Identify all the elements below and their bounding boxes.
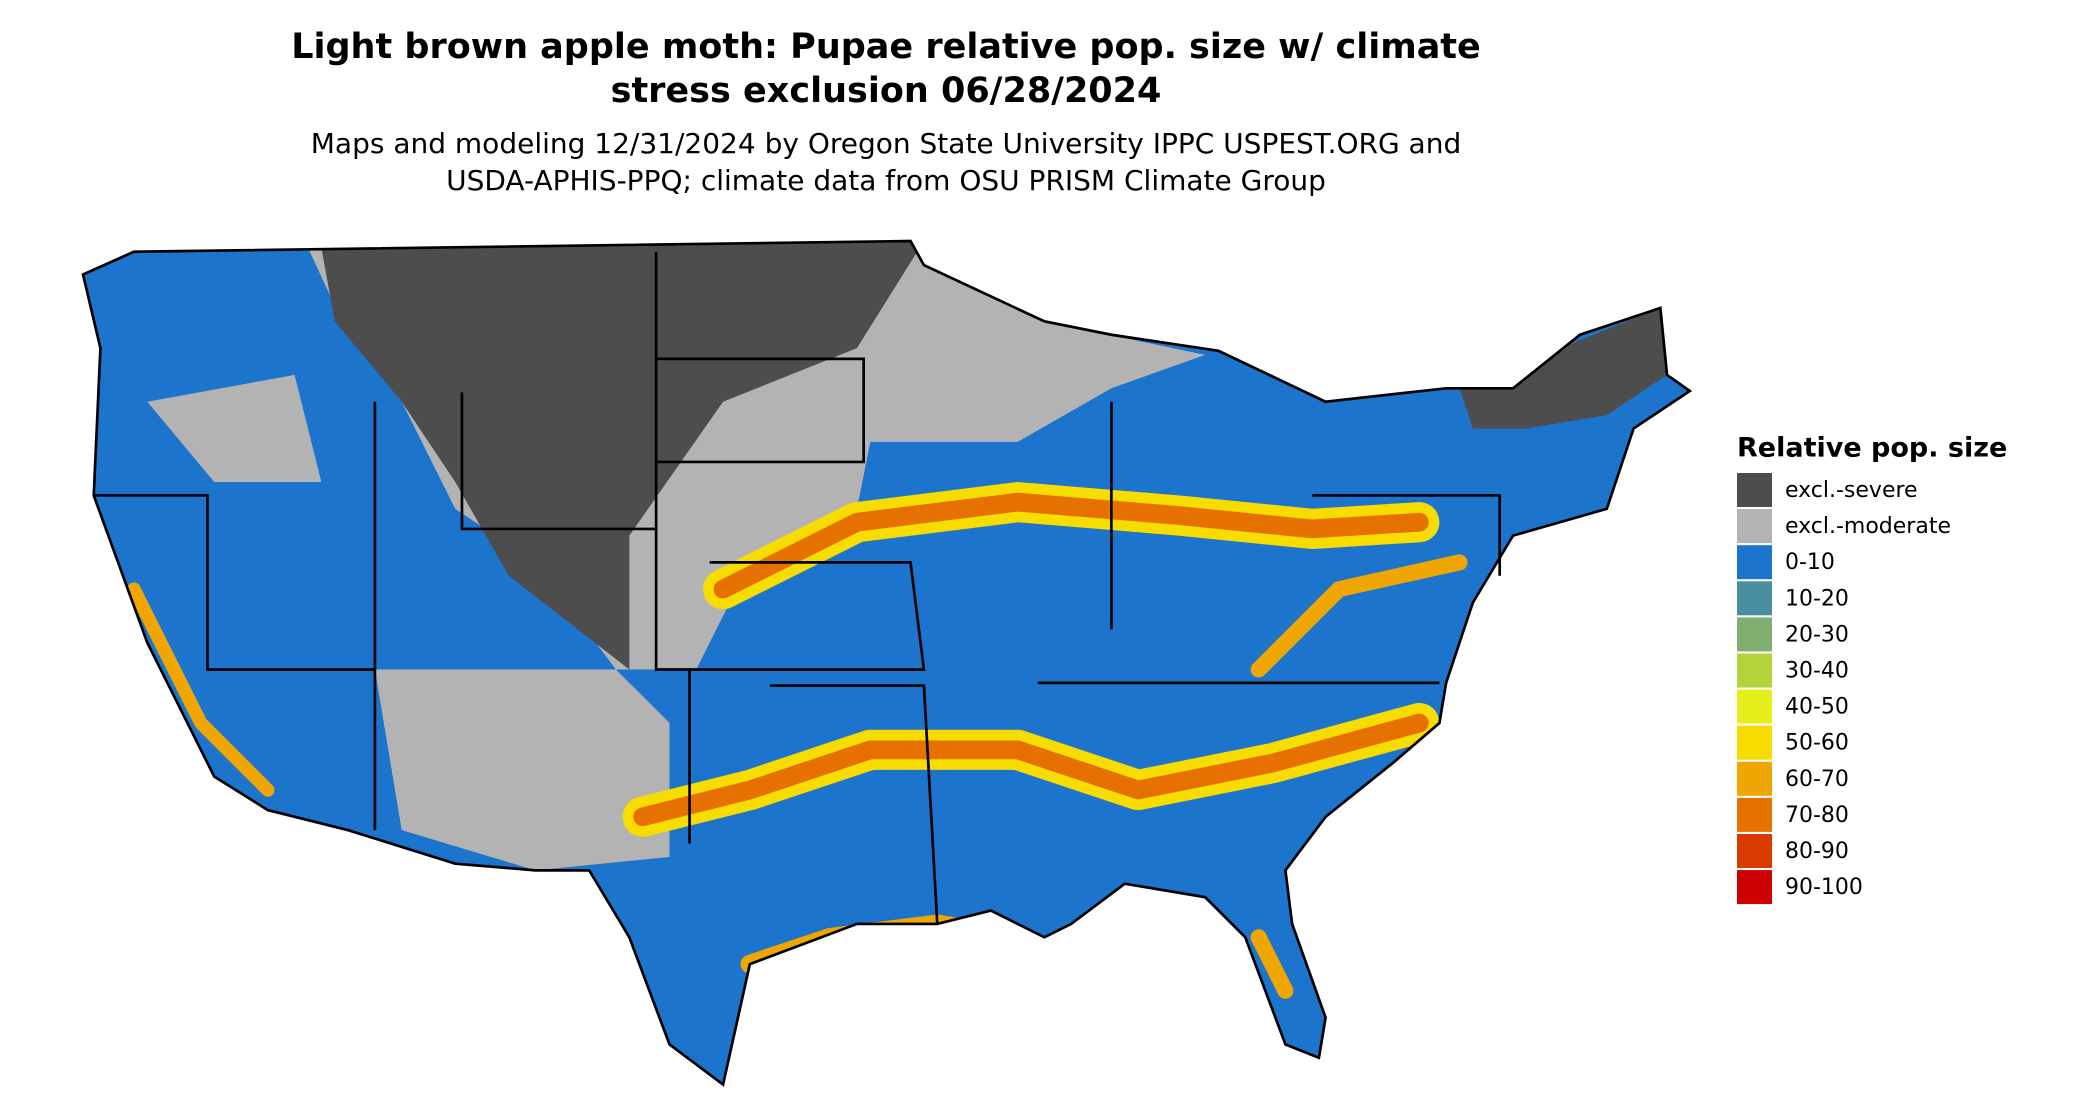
legend-label: 60-70 bbox=[1785, 767, 1849, 792]
legend-label: 50-60 bbox=[1785, 731, 1849, 756]
subtitle: USDA-APHIS-PPQ; climate data from OSU PR… bbox=[446, 164, 1326, 197]
map-fill bbox=[83, 241, 1690, 1085]
legend-swatch bbox=[1737, 870, 1772, 905]
legend-swatch bbox=[1737, 653, 1772, 688]
legend-label: 30-40 bbox=[1785, 659, 1849, 684]
legend-swatch bbox=[1737, 545, 1772, 580]
title: stress exclusion 06/28/2024 bbox=[611, 71, 1162, 111]
legend-label: 90-100 bbox=[1785, 875, 1863, 900]
legend-label: 40-50 bbox=[1785, 695, 1849, 720]
legend-label: 10-20 bbox=[1785, 586, 1849, 611]
legend-label: 0-10 bbox=[1785, 550, 1835, 575]
legend-swatch bbox=[1737, 509, 1772, 544]
legend-swatch bbox=[1737, 473, 1772, 507]
legend-swatch bbox=[1737, 761, 1772, 796]
legend-swatch bbox=[1737, 797, 1772, 832]
legend-swatch bbox=[1737, 689, 1772, 724]
subtitle: Maps and modeling 12/31/2024 by Oregon S… bbox=[311, 127, 1462, 160]
title: Light brown apple moth: Pupae relative p… bbox=[291, 27, 1481, 67]
legend-label: 80-90 bbox=[1785, 839, 1849, 864]
us-map bbox=[81, 239, 1693, 1087]
legend-swatch bbox=[1737, 834, 1772, 868]
legend-label: 20-30 bbox=[1785, 622, 1849, 647]
legend-label: 70-80 bbox=[1785, 803, 1849, 828]
legend: excl.-severe excl.-moderate 0-10 10-20 20-30… bbox=[1737, 473, 1951, 905]
state-borders bbox=[81, 239, 1693, 1087]
legend-swatch bbox=[1737, 581, 1772, 616]
legend-label: excl.-moderate bbox=[1785, 514, 1951, 539]
legend-title: Relative pop. size bbox=[1737, 433, 2007, 464]
legend-swatch bbox=[1737, 725, 1772, 760]
legend-label: excl.-severe bbox=[1785, 478, 1918, 503]
legend-swatch bbox=[1737, 617, 1772, 652]
